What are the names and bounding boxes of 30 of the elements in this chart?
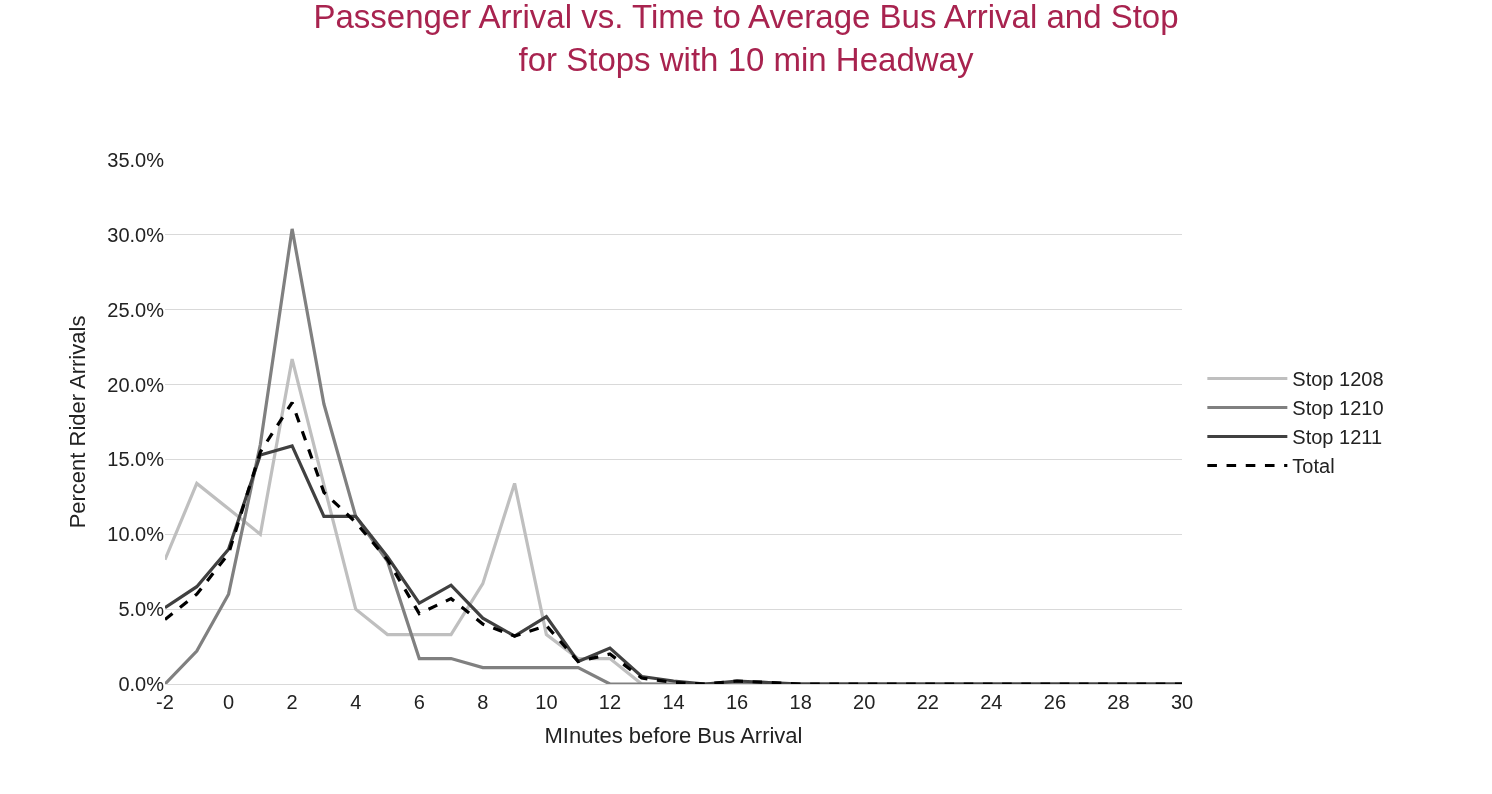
y-tick-label: 5.0% [118, 598, 165, 621]
x-tick-label: 8 [477, 691, 489, 713]
x-tick-label: 16 [725, 691, 749, 713]
legend-label: Stop 1208 [1292, 368, 1384, 391]
x-tick-label: 14 [662, 691, 685, 713]
x-tick-label: 2 [286, 691, 298, 713]
x-tick-label: 24 [980, 691, 1003, 713]
y-tick-label: 15.0% [107, 448, 165, 471]
y-tick-label: 30.0% [107, 223, 165, 246]
chart-title: Passenger Arrival vs. Time to Average Bus Arrival and Stop for Stops with 10 min Headway [313, 0, 1179, 78]
x-tick-label: 0 [223, 691, 235, 713]
x-tick-label: 22 [916, 691, 939, 713]
legend-label: Stop 1211 [1292, 426, 1383, 449]
legend-label: Stop 1210 [1292, 397, 1384, 420]
x-tick-label: 30 [1170, 691, 1194, 713]
x-tick-label: 10 [535, 691, 558, 713]
y-tick-label: 35.0% [107, 149, 165, 171]
x-tick-label: 20 [853, 691, 876, 713]
x-tick-label: 18 [789, 691, 812, 713]
y-tick-label: 10.0% [107, 523, 165, 546]
y-tick-label: 25.0% [107, 298, 165, 321]
x-tick-label: 4 [350, 691, 362, 713]
x-tick-label: 26 [1043, 691, 1067, 713]
x-tick-label: 6 [413, 691, 425, 713]
x-axis-title: MInutes before Bus Arrival [544, 722, 803, 748]
x-tick-label: 12 [598, 691, 622, 713]
x-tick-label: 28 [1107, 691, 1130, 713]
legend-label: Total [1292, 455, 1335, 478]
y-axis-title: Percent Rider Arrivals [65, 315, 91, 529]
y-tick-label: 20.0% [107, 373, 165, 396]
